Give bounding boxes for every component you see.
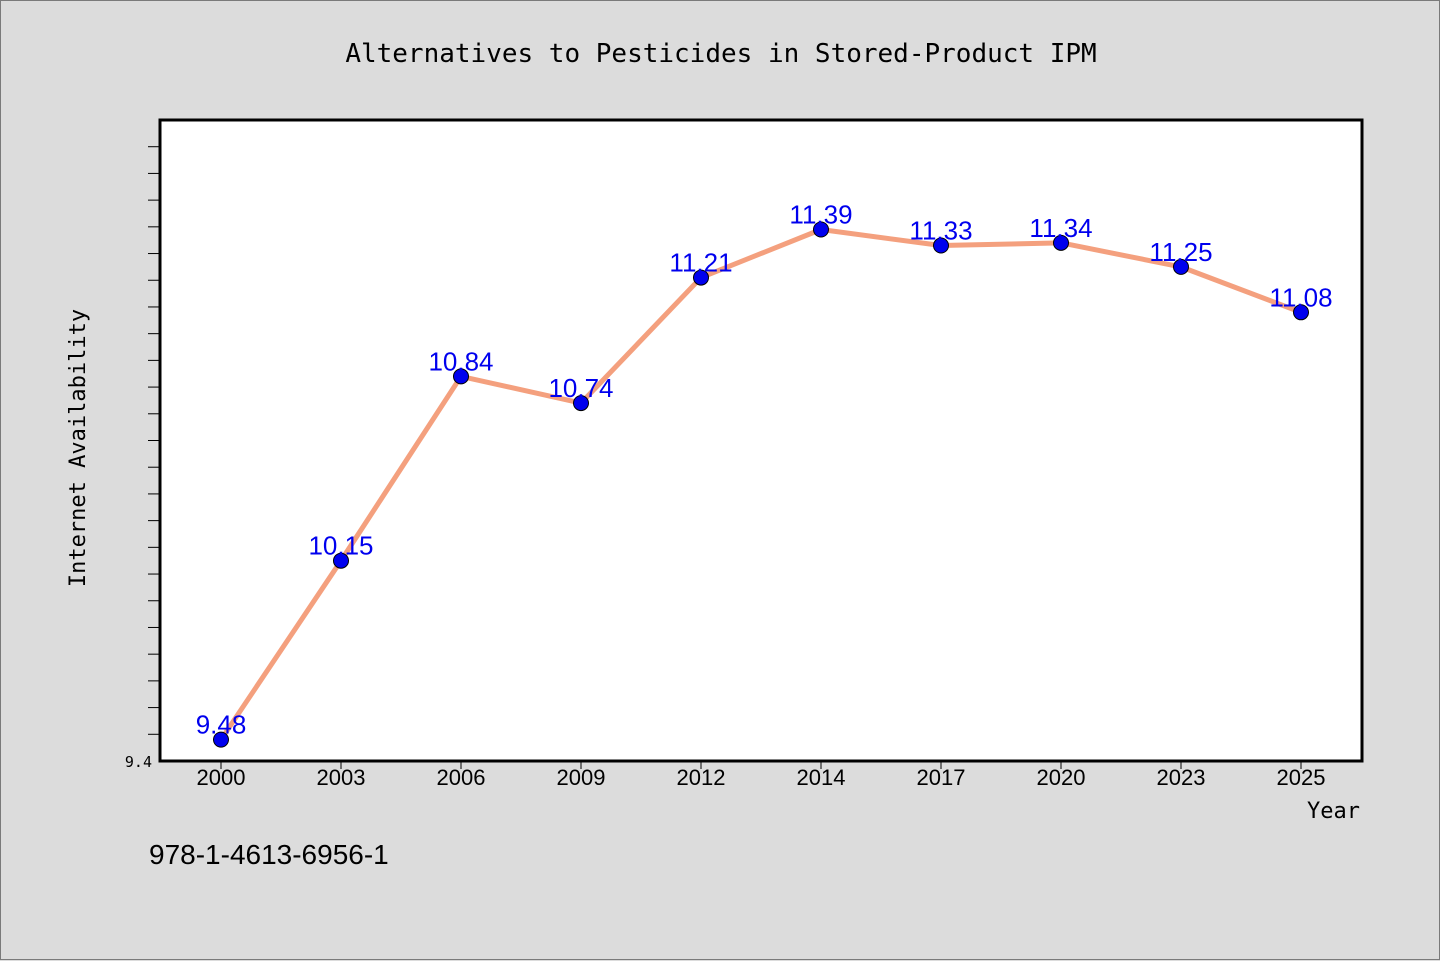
data-label: 10.74 xyxy=(548,373,613,403)
x-tick-label: 2000 xyxy=(197,765,246,790)
data-point xyxy=(1053,234,1069,251)
x-tick-label: 2014 xyxy=(797,765,846,790)
x-axis-ticks: 2000 2003 2006 2009 2012 2014 2017 2020 2023 2025 xyxy=(197,761,1326,790)
y-axis-label: Internet Availability xyxy=(66,309,91,587)
data-markers xyxy=(213,221,1309,748)
data-point xyxy=(933,237,949,254)
data-label: 11.33 xyxy=(909,216,972,246)
data-label: 11.21 xyxy=(669,248,732,278)
data-point xyxy=(813,221,829,238)
x-tick-label: 2020 xyxy=(1037,765,1086,790)
x-tick-label: 2006 xyxy=(437,765,486,790)
data-point xyxy=(693,269,709,286)
data-point xyxy=(453,368,469,385)
data-point xyxy=(1173,258,1189,275)
data-label: 11.25 xyxy=(1149,237,1212,267)
data-label: 10.84 xyxy=(428,346,493,376)
x-tick-label: 2023 xyxy=(1157,765,1206,790)
x-tick-label: 2017 xyxy=(917,765,966,790)
x-axis-label: Year xyxy=(1307,799,1360,824)
x-tick-label: 2009 xyxy=(557,765,606,790)
series-line-group xyxy=(218,227,1302,742)
plot-area xyxy=(158,118,1364,763)
data-label: 11.08 xyxy=(1269,282,1332,312)
x-tick-label: 2012 xyxy=(677,765,726,790)
isbn-footer: 978-1-4613-6956-1 xyxy=(149,839,389,870)
data-point xyxy=(333,552,349,569)
data-point xyxy=(573,395,589,412)
chart-title: Alternatives to Pesticides in Stored-Pro… xyxy=(345,39,1096,69)
y-axis-ticks: 9.4 xyxy=(125,146,160,771)
data-point xyxy=(1293,304,1309,321)
y-tick-label: 9.4 xyxy=(125,753,152,771)
data-label: 9.48 xyxy=(196,710,247,740)
data-label: 11.34 xyxy=(1029,213,1092,243)
series-line xyxy=(218,227,1302,742)
data-labels: 9.48 10.15 10.84 10.74 11.21 11.39 11.33 11.34 1… xyxy=(196,200,1333,740)
x-tick-label: 2025 xyxy=(1277,765,1326,790)
data-point xyxy=(213,731,229,748)
data-label: 10.15 xyxy=(308,531,373,561)
data-label: 11.39 xyxy=(789,200,852,230)
x-tick-label: 2003 xyxy=(317,765,366,790)
